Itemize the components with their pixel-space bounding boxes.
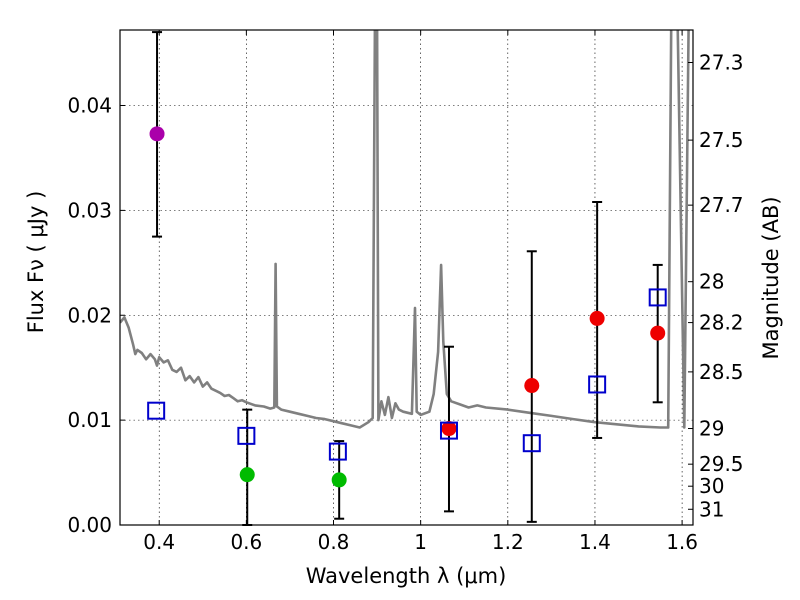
x-tick-label: 1 xyxy=(414,530,427,554)
photometry-red-point xyxy=(441,421,457,437)
data-markers xyxy=(147,126,667,488)
model-photometry-point xyxy=(328,442,347,461)
mag-tick-label: 28.5 xyxy=(699,360,744,384)
template-spectrum xyxy=(120,30,690,429)
x-tick-label: 0.8 xyxy=(318,530,350,554)
photometry-red-point xyxy=(524,378,540,394)
photometry-green-point xyxy=(239,467,255,483)
mag-tick-label: 30 xyxy=(699,474,724,498)
error-bars xyxy=(152,31,663,526)
mag-tick-label: 29 xyxy=(699,417,724,441)
y-tick-label: 0.03 xyxy=(67,198,112,222)
photometry-violet-point xyxy=(149,126,165,142)
template-spectrum-line xyxy=(120,30,690,429)
photometry-red-point xyxy=(650,325,666,341)
grid xyxy=(120,30,693,525)
mag-tick-label: 27.5 xyxy=(699,128,744,152)
plot-frame xyxy=(119,29,694,526)
mag-tick-label: 28.2 xyxy=(699,311,744,335)
axis-ticks: 0.4 0.6 0.8 1 1.2 1.4 1.6 0.00 0.01 0.02 0.03 0.04 2… xyxy=(67,30,744,554)
mag-tick-label: 29.5 xyxy=(699,452,744,476)
x-tick-label: 0.6 xyxy=(230,530,262,554)
y-axis-label: Flux Fν ( μJy ) xyxy=(24,191,48,334)
mag-tick-label: 28 xyxy=(699,270,724,294)
model-photometry-point xyxy=(439,421,458,440)
x-axis-label: Wavelength λ (μm) xyxy=(306,564,507,588)
y-tick-label: 0.01 xyxy=(67,408,112,432)
y-tick-label: 0.00 xyxy=(67,513,112,537)
x-tick-label: 1.6 xyxy=(666,530,698,554)
mag-tick-label: 27.3 xyxy=(699,51,744,75)
x-tick-label: 0.4 xyxy=(143,530,175,554)
x-tick-label: 1.4 xyxy=(579,530,611,554)
model-photometry-point xyxy=(237,426,256,445)
mag-tick-label: 31 xyxy=(699,497,724,521)
x-tick-label: 1.2 xyxy=(492,530,524,554)
right-axis-label: Magnitude (AB) xyxy=(759,196,783,359)
y-tick-label: 0.04 xyxy=(67,94,112,118)
model-photometry-point xyxy=(588,375,607,394)
model-photometry-point xyxy=(522,434,541,453)
model-photometry-point xyxy=(648,288,667,307)
photometry-green-point xyxy=(331,472,347,488)
y-tick-label: 0.02 xyxy=(67,303,112,327)
model-photometry-point xyxy=(147,401,166,420)
mag-tick-label: 27.7 xyxy=(699,193,744,217)
photometry-red-point xyxy=(589,310,605,326)
